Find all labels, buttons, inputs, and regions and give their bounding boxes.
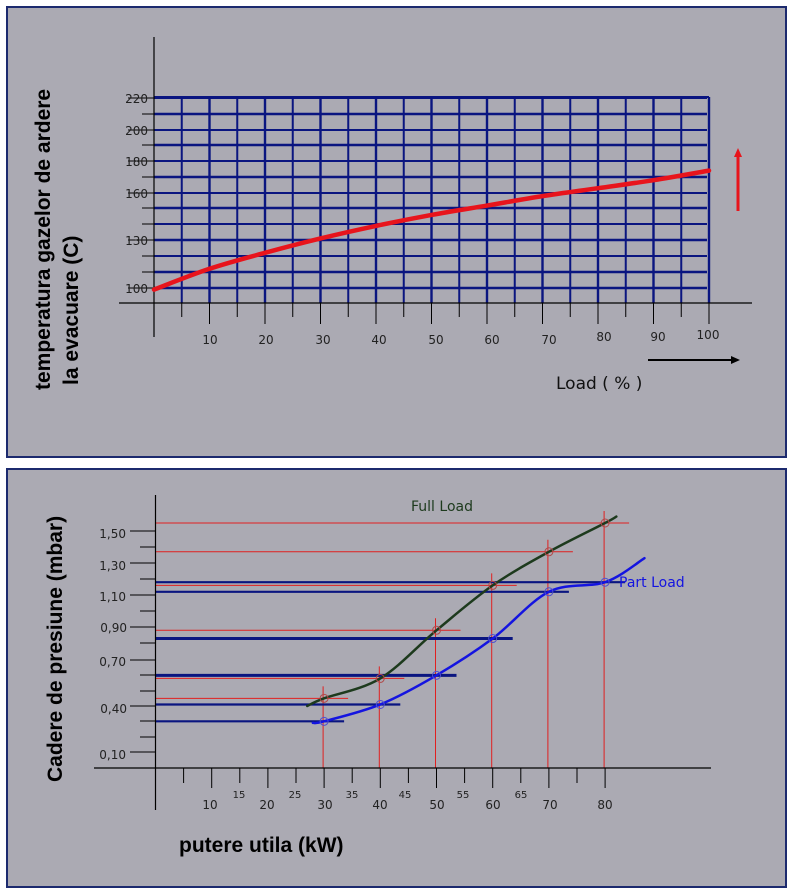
y-tick-label: 0,40 [100, 702, 127, 716]
part-load-point [544, 587, 554, 597]
y-tick-labels: 1,50 1,30 1,10 0,90 0,70 0,40 0,10 [99, 527, 127, 762]
x-minor-tick-label: 65 [515, 790, 528, 801]
x-tick-label: 50 [428, 333, 443, 347]
part-load-point [319, 716, 329, 726]
x-minor-tick-label: 25 [289, 790, 302, 801]
full-load-point [488, 580, 498, 590]
x-tick-label: 70 [542, 798, 557, 812]
up-arrow-icon [734, 148, 742, 211]
x-minor-tick-label: 45 [399, 790, 412, 801]
axes [94, 495, 711, 810]
y-tick-label: 200 [125, 124, 148, 138]
y-tick-label: 1,10 [99, 590, 126, 604]
right-arrow-icon [648, 356, 740, 364]
part-load-point [488, 634, 498, 644]
part-load-point [600, 577, 610, 587]
reference-lines [155, 511, 630, 768]
x-tick-label: 20 [259, 798, 274, 812]
y-tick-label: 1,50 [99, 527, 126, 541]
x-tick-label: 40 [372, 798, 387, 812]
y-tick-label: 1,30 [99, 559, 126, 573]
x-tick-label: 50 [429, 798, 444, 812]
x-axis-title: putere utila (kW) [179, 834, 344, 857]
y-axis-title-line1: temperatura gazelor de ardere [32, 89, 55, 390]
temperature-curve [151, 168, 712, 292]
y-tick-label: 0,10 [99, 748, 126, 762]
full-load-point [319, 693, 329, 703]
x-tick-label: 40 [371, 333, 386, 347]
y-axis-title-line2: la evacuare (C) [60, 236, 83, 385]
x-tick-label: 100 [697, 328, 720, 342]
y-axis-title: temperatura gazelor de ardere la evacuar… [32, 89, 83, 390]
x-minor-tick-label: 35 [346, 790, 359, 801]
full-load-point [432, 625, 441, 635]
grid [154, 96, 711, 303]
x-minor-tick-label: 15 [233, 790, 246, 801]
full-load-point [544, 547, 554, 557]
part-load-curve [311, 556, 646, 725]
full-load-point [600, 518, 610, 528]
y-tick-labels: 220 200 180 160 130 100 [125, 92, 148, 296]
top-chart-panel [6, 6, 787, 458]
x-tick-labels: 10 20 30 40 50 60 70 80 15 25 35 45 55 6… [202, 790, 612, 812]
y-tick-label: 0,90 [100, 621, 127, 635]
y-tick-label: 180 [125, 155, 148, 169]
x-tick-label: 80 [597, 798, 612, 812]
part-load-point [432, 670, 441, 680]
x-tick-label: 90 [650, 330, 665, 344]
x-tick-label: 60 [485, 798, 500, 812]
full-load-label: Full Load [411, 499, 473, 515]
y-tick-label: 160 [125, 187, 148, 201]
x-tick-labels: 10 20 30 40 50 60 70 80 90 100 [202, 328, 719, 347]
x-tick-label: 30 [317, 798, 332, 812]
x-tick-label: 60 [484, 333, 499, 347]
part-load-label: Part Load [619, 575, 685, 591]
x-tick-label: 10 [202, 333, 217, 347]
x-tick-label: 20 [258, 333, 273, 347]
x-axis-title: Load ( % ) [556, 374, 642, 394]
full-load-curve [305, 515, 618, 708]
part-load-point [375, 699, 385, 709]
y-tick-label: 220 [125, 92, 148, 106]
x-tick-label: 80 [596, 330, 611, 344]
data-point-markers [319, 518, 610, 726]
y-axis-title: Cadere de presiune (mbar) [44, 516, 67, 782]
y-tick-label: 100 [125, 282, 148, 296]
y-tick-label: 0,70 [99, 655, 126, 669]
x-tick-label: 70 [541, 333, 556, 347]
y-axis-title-text: Cadere de presiune (mbar) [44, 516, 67, 782]
x-tick-label: 10 [202, 798, 217, 812]
axes [119, 37, 752, 337]
x-minor-tick-label: 55 [457, 790, 470, 801]
full-load-point [375, 673, 385, 683]
y-tick-label: 130 [125, 234, 148, 248]
x-tick-label: 30 [315, 333, 330, 347]
